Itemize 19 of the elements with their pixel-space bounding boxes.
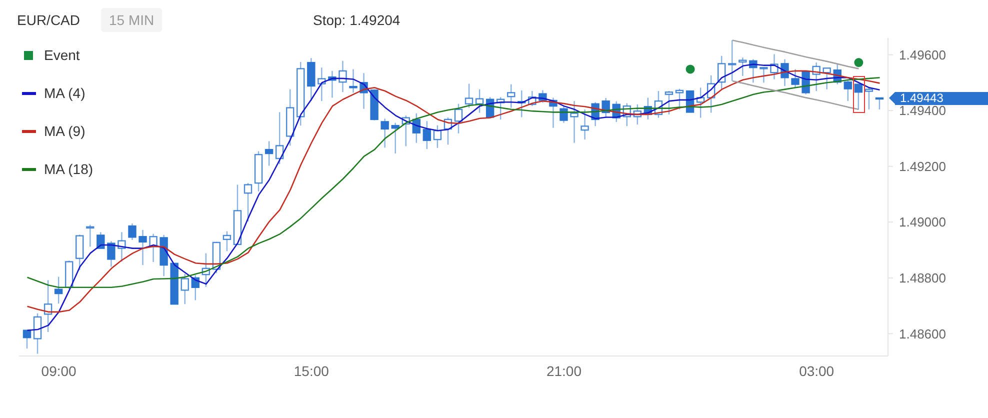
y-tick-label: 1.48800 bbox=[899, 270, 946, 286]
y-tick-label: 1.49400 bbox=[899, 103, 946, 118]
legend-label: Event bbox=[44, 47, 80, 63]
legend-label: MA (4) bbox=[44, 85, 86, 101]
x-tick-label: 21:00 bbox=[546, 362, 582, 379]
legend-label: MA (18) bbox=[44, 161, 94, 177]
text: Stop: 1.49204 bbox=[313, 12, 400, 28]
y-tick-label: 1.49000 bbox=[899, 214, 946, 230]
x-tick-label: 09:00 bbox=[41, 362, 77, 379]
text: 1.49443 bbox=[895, 91, 988, 106]
legend-label: MA (9) bbox=[44, 123, 86, 139]
chart-subtitle: 15 MIN bbox=[101, 8, 162, 32]
y-tick-label: 1.48600 bbox=[899, 326, 946, 342]
y-tick-label: 1.49200 bbox=[899, 158, 946, 174]
x-tick-label: 15:00 bbox=[294, 362, 330, 379]
x-tick-label: 03:00 bbox=[799, 362, 834, 379]
chart-title: EUR/CAD bbox=[17, 12, 80, 28]
line-series bbox=[732, 40, 860, 70]
y-tick-label: 1.49600 bbox=[899, 47, 946, 62]
